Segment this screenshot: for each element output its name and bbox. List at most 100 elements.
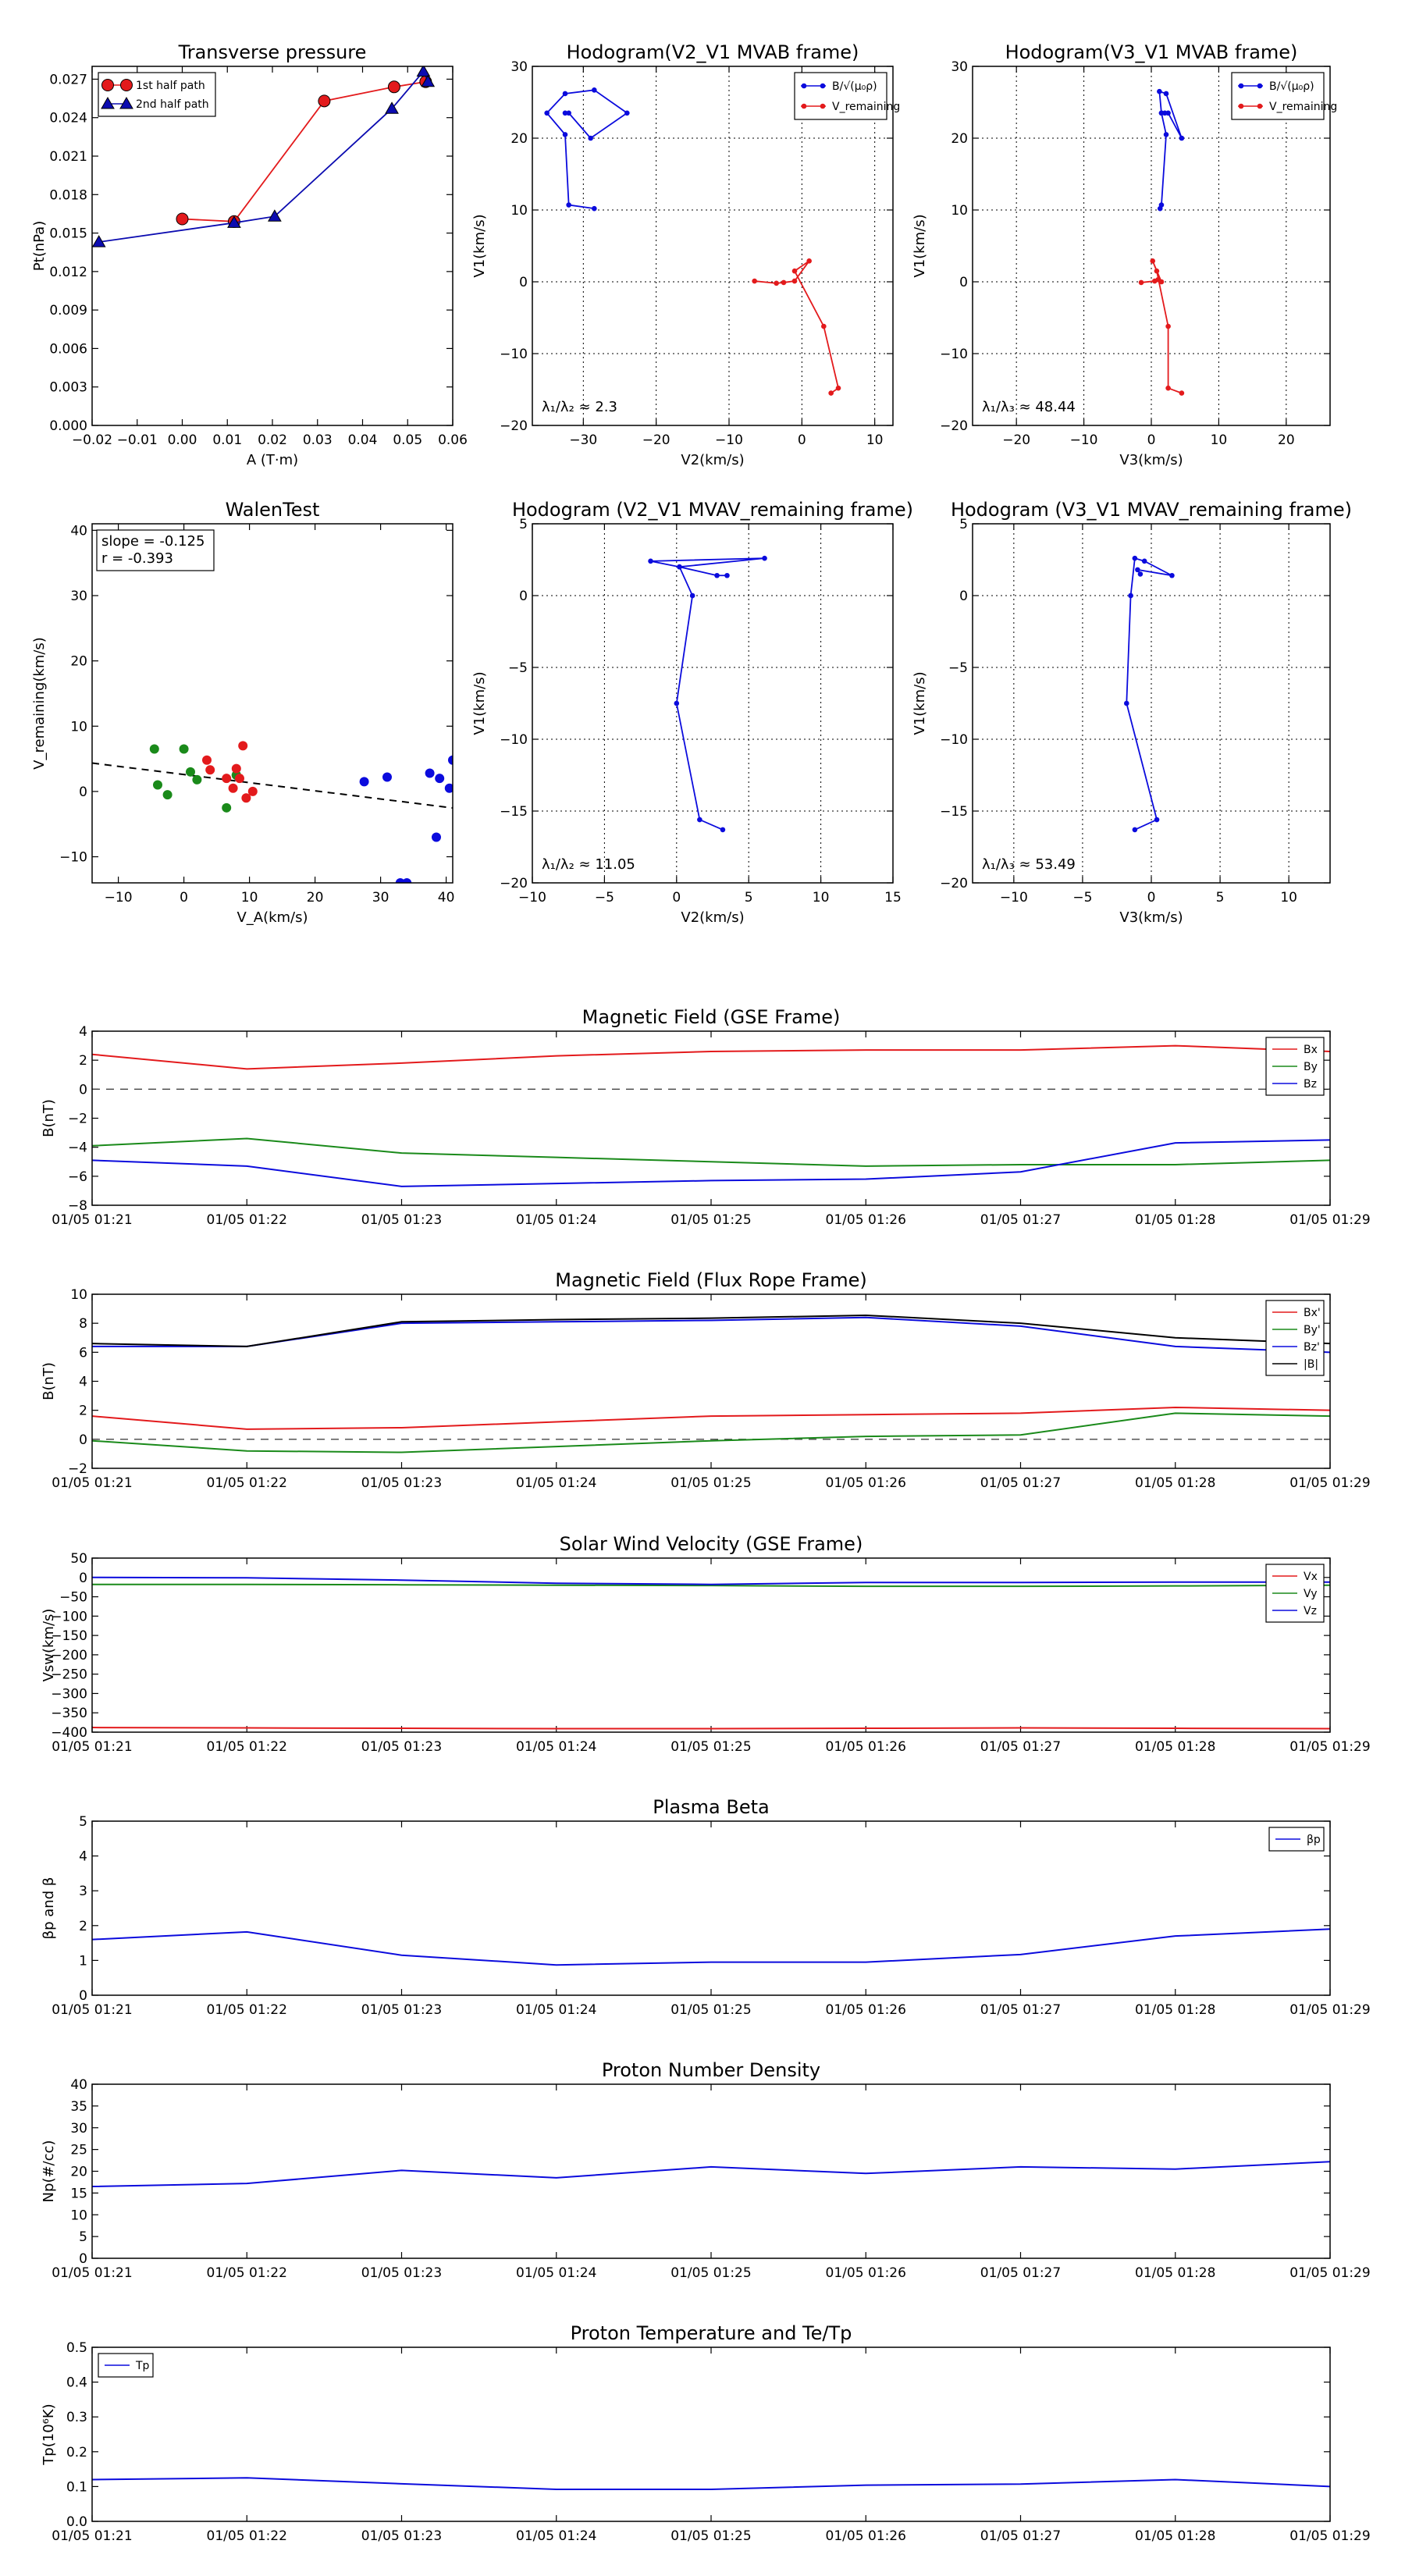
vsw-ytick-label: −150 bbox=[51, 1628, 87, 1644]
bgse-plot-area bbox=[92, 1044, 1330, 1187]
tp-legend: Tp bbox=[98, 2353, 154, 2378]
np-series-0-line bbox=[92, 2161, 1330, 2188]
bfr-xtick-label: 01/05 01:22 bbox=[207, 1475, 287, 1491]
bgse-axes-frame bbox=[91, 1030, 1331, 1206]
h1-series-line bbox=[546, 89, 628, 210]
h1-ylabel: V1(km/s) bbox=[471, 214, 488, 277]
vsw-ytick-label: 0 bbox=[79, 1571, 87, 1586]
h3-axes-frame bbox=[532, 523, 894, 884]
h4-ytick-label: −20 bbox=[940, 876, 968, 891]
tp-xtick-label: 01/05 01:24 bbox=[516, 2528, 596, 2544]
h4-ytick-label: −5 bbox=[948, 660, 968, 676]
tp-xtick-label: 01/05 01:25 bbox=[670, 2528, 751, 2544]
beta-ylabel: βp and β bbox=[41, 1877, 57, 1940]
vsw-legend-label: Vy bbox=[1304, 1588, 1318, 1600]
walen-ytick-label: −10 bbox=[59, 850, 87, 866]
vsw-axes-frame bbox=[91, 1557, 1331, 1733]
h3-xtick-label: 0 bbox=[672, 890, 681, 906]
np-xtick-label: 01/05 01:24 bbox=[516, 2265, 596, 2281]
h4-axes-frame bbox=[972, 523, 1331, 884]
h1-point bbox=[835, 385, 841, 391]
tp-legend-label: Tp bbox=[135, 2360, 150, 2372]
beta-panel: 01/05 01:21 01/05 01:22 01/05 01:23 01/05 0… bbox=[41, 1796, 1371, 2018]
walen-xtick-label: 20 bbox=[307, 890, 324, 906]
h1-series-1 bbox=[752, 258, 841, 396]
vsw-ytick-label: −300 bbox=[51, 1686, 87, 1702]
pt-ytick-label: 0.018 bbox=[49, 187, 87, 203]
h3-xlabel: V2(km/s) bbox=[681, 909, 744, 926]
h2-point bbox=[1150, 258, 1156, 264]
bfr-xtick-label: 01/05 01:29 bbox=[1289, 1475, 1370, 1491]
pt-xtick-label: 0.02 bbox=[258, 432, 287, 448]
h1-legend: B/√(μ₀ρ) V_remaining bbox=[794, 72, 900, 120]
pt-xtick-label: −0.01 bbox=[117, 432, 158, 448]
h1-point bbox=[806, 258, 812, 264]
pt-plot-area bbox=[92, 66, 436, 247]
pt-ytick-label: 0.006 bbox=[49, 341, 87, 357]
walen-ytick-label: 20 bbox=[70, 654, 87, 670]
h2-point bbox=[1158, 110, 1165, 116]
h4-point bbox=[1169, 572, 1175, 578]
beta-plot-area bbox=[92, 1928, 1330, 1966]
h3-ytick-label: −5 bbox=[508, 660, 528, 676]
walen-panel: −10 0 10 20 30 40 −10 0 10 20 30 40 WalenTest V_A(km/… bbox=[31, 499, 454, 926]
h3-series-0 bbox=[648, 555, 767, 833]
walen-point bbox=[247, 786, 258, 796]
bgse-ylabel: B(nT) bbox=[41, 1099, 57, 1137]
h3-point bbox=[648, 558, 653, 564]
walen-point bbox=[435, 774, 445, 784]
h2-series-line bbox=[1158, 90, 1183, 209]
pt-legend-point bbox=[119, 96, 133, 109]
h3-xtick-label: −5 bbox=[595, 890, 614, 906]
pt-xtick-label: 0.04 bbox=[348, 432, 378, 448]
np-axes-frame bbox=[91, 2083, 1331, 2259]
vsw-series-0-line bbox=[92, 1727, 1330, 1730]
pt-point bbox=[268, 209, 282, 222]
tp-ytick-label: 0.5 bbox=[66, 2340, 87, 2356]
h2-point bbox=[1163, 132, 1169, 137]
h2-point bbox=[1165, 323, 1171, 329]
h3-xtick-label: 10 bbox=[813, 890, 830, 906]
vsw-legend-label: Vx bbox=[1304, 1571, 1318, 1583]
vsw-ytick-label: −350 bbox=[51, 1706, 87, 1721]
h1-ytick-label: −20 bbox=[500, 418, 528, 434]
bgse-legend-label: Bz bbox=[1304, 1078, 1317, 1091]
bfr-legend-label: Bx' bbox=[1304, 1307, 1321, 1319]
h1-point bbox=[624, 110, 630, 116]
h2-point bbox=[1179, 135, 1185, 141]
bgse-ytick-label: −2 bbox=[68, 1112, 87, 1127]
bfr-ytick-label: 8 bbox=[79, 1316, 87, 1332]
h4-xlabel: V3(km/s) bbox=[1119, 909, 1183, 926]
bgse-ytick-label: −6 bbox=[68, 1169, 87, 1185]
h2-axes-frame bbox=[972, 66, 1331, 426]
h3-ylabel: V1(km/s) bbox=[471, 671, 488, 735]
pt-ytick-label: 0.015 bbox=[49, 226, 87, 242]
bfr-xtick-label: 01/05 01:21 bbox=[52, 1475, 132, 1491]
h1-point bbox=[774, 280, 779, 286]
h1-xtick-label: −10 bbox=[715, 432, 743, 448]
walen-plot-area bbox=[92, 741, 453, 883]
beta-xtick-label: 01/05 01:22 bbox=[207, 2002, 287, 2018]
bfr-legend: Bx' By' Bz' |B| bbox=[1265, 1300, 1325, 1376]
h1-legend-point bbox=[801, 83, 807, 89]
h3-title: Hodogram (V2_V1 MVAV_remaining frame) bbox=[512, 499, 913, 521]
bgse-legend: Bx By Bz bbox=[1265, 1037, 1325, 1096]
h2-point bbox=[1154, 268, 1160, 274]
pt-xtick-label: 0.00 bbox=[168, 432, 197, 448]
h1-ytick-label: 20 bbox=[510, 131, 528, 147]
pt-xtick-label: 0.05 bbox=[393, 432, 422, 448]
h4-series-0 bbox=[1123, 555, 1175, 833]
pt-legend-point bbox=[120, 79, 133, 91]
bgse-ytick-label: −4 bbox=[68, 1140, 87, 1156]
h3-xtick-label: 5 bbox=[745, 890, 753, 906]
vsw-xtick-label: 01/05 01:27 bbox=[980, 1739, 1061, 1755]
h3-point bbox=[697, 817, 702, 823]
h2-xtick-label: −10 bbox=[1070, 432, 1098, 448]
h1-legend-point bbox=[801, 103, 807, 109]
h3-point bbox=[677, 564, 682, 570]
walen-xlabel: V_A(km/s) bbox=[237, 909, 308, 926]
tp-xtick-label: 01/05 01:28 bbox=[1135, 2528, 1215, 2544]
h1-legend-point bbox=[820, 83, 826, 89]
walen-point bbox=[241, 793, 251, 803]
bfr-series-3-line bbox=[92, 1314, 1330, 1347]
